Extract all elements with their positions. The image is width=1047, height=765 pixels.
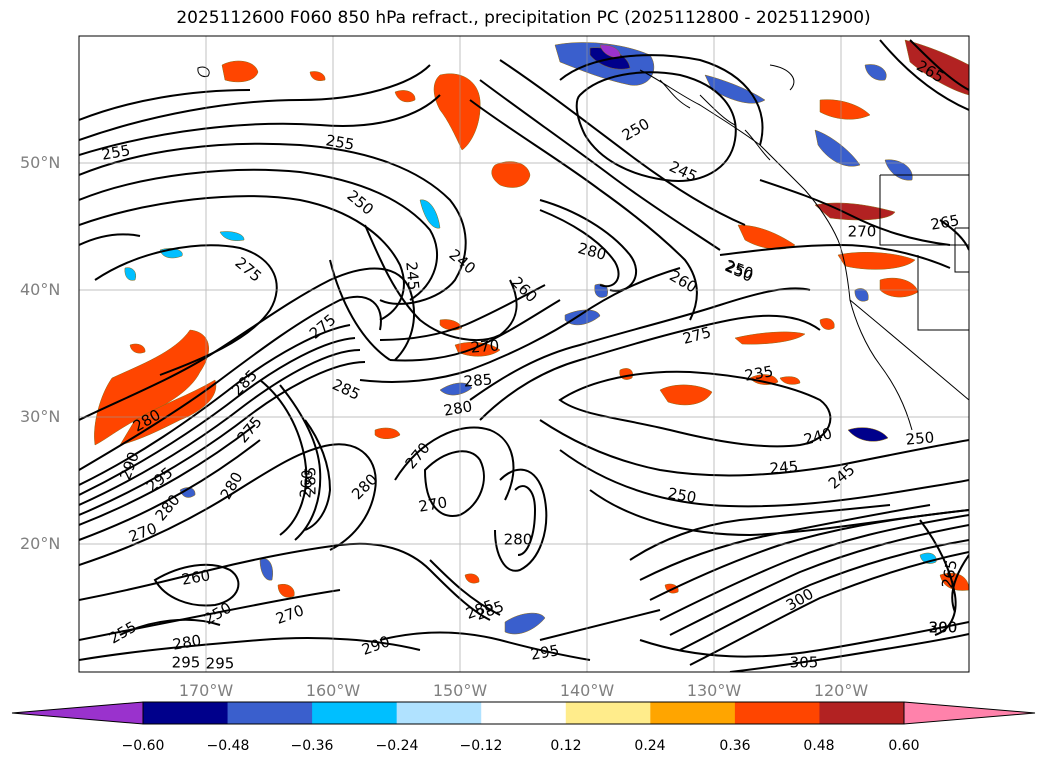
contour-label: 280: [442, 397, 473, 420]
colorbar-segment: [227, 702, 313, 724]
colorbar: [11, 701, 1036, 725]
map-title: 2025112600 F060 850 hPa refract., precip…: [176, 8, 871, 28]
colorbar-segment: [312, 702, 398, 724]
colorbar-min-extension: [11, 701, 144, 725]
colorbar-tick: −0.12: [459, 738, 503, 754]
contour-label: 235: [743, 362, 774, 385]
contour-label: 295: [206, 655, 235, 673]
colorbar-tick: 0.48: [803, 738, 835, 754]
contour-label: 260: [180, 566, 211, 589]
contour-label: 265: [938, 558, 961, 589]
colorbar-segment: [481, 702, 567, 724]
colorbar-tick: 0.24: [634, 738, 666, 754]
contour-label: 280: [504, 531, 533, 549]
contour-label: 305: [790, 654, 819, 672]
lat-label-40n: 40°N: [20, 280, 61, 299]
contour-label: 270: [470, 336, 500, 356]
lat-label-20n: 20°N: [20, 534, 61, 553]
colorbar-tick: −0.60: [121, 738, 165, 754]
lon-label-150w: 150°W: [432, 681, 488, 700]
colorbar-tick: −0.48: [206, 738, 250, 754]
colorbar-segment: [819, 702, 905, 724]
colorbar-segment: [650, 702, 736, 724]
contour-label: 280: [171, 631, 202, 654]
contour-label: 290: [929, 619, 958, 637]
precip-shading: [94, 39, 969, 635]
contour-label: 265: [929, 211, 960, 234]
colorbar-segment: [143, 702, 229, 724]
colorbar-tick: −0.24: [375, 738, 419, 754]
colorbar-max-extension: [903, 701, 1036, 725]
contour-label: 255: [100, 141, 131, 164]
map-frame: [78, 35, 970, 673]
contour-label: 295: [172, 654, 201, 672]
lat-label-50n: 50°N: [20, 153, 61, 172]
contour-label: 300: [929, 619, 958, 637]
lon-label-130w: 130°W: [686, 681, 742, 700]
colorbar-segment: [396, 702, 482, 724]
contour-label: 295: [529, 641, 560, 664]
contour-label: 245: [402, 261, 422, 291]
graticule: [79, 36, 969, 672]
lon-label-140w: 140°W: [559, 681, 615, 700]
colorbar-tick: 0.36: [719, 738, 751, 754]
contour-label: 250: [666, 484, 697, 507]
colorbar-segments: [143, 702, 905, 724]
lon-label-160w: 160°W: [305, 681, 361, 700]
contour-label: 245: [769, 457, 799, 477]
colorbar-tick: −0.36: [290, 738, 334, 754]
colorbar-segment: [734, 702, 820, 724]
contour-label: 270: [848, 223, 877, 241]
contour-label: 270: [417, 493, 448, 516]
coastlines: [197, 64, 969, 431]
contour-label: 250: [905, 428, 935, 448]
contour-label: 260: [296, 469, 316, 499]
contour-label: 255: [324, 131, 355, 154]
contour-label: 285: [463, 370, 493, 390]
contour-label: 285: [302, 467, 320, 496]
lon-label-120w: 120°W: [813, 681, 869, 700]
refractivity-contours: [79, 39, 969, 672]
colorbar-tick: 0.12: [550, 738, 582, 754]
lat-label-30n: 30°N: [20, 407, 61, 426]
colorbar-tick: 0.60: [888, 738, 920, 754]
colorbar-segment: [565, 702, 651, 724]
lon-label-170w: 170°W: [178, 681, 234, 700]
